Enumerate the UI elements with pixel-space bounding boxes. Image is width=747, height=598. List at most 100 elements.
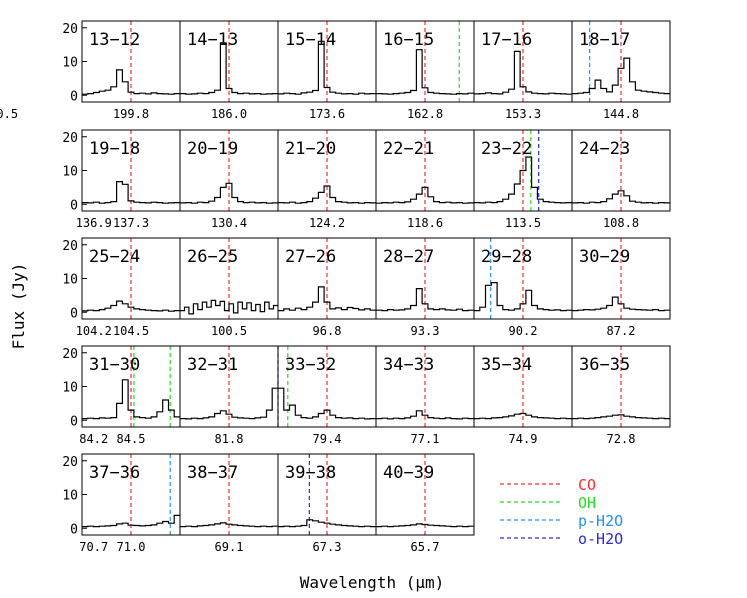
transition-label: 25−24 bbox=[89, 247, 140, 267]
transition-label: 13−12 bbox=[89, 30, 140, 50]
transition-label: 26−25 bbox=[187, 247, 238, 267]
x-tick-label: 74.9 bbox=[509, 432, 538, 446]
x-tick-label: 67.3 bbox=[313, 540, 342, 554]
spectrum-trace bbox=[180, 387, 278, 420]
panel-frame bbox=[571, 129, 671, 212]
transition-label: 39−38 bbox=[285, 463, 336, 483]
transition-label: 19−18 bbox=[89, 139, 140, 159]
x-tick-label: 69.1 bbox=[215, 540, 244, 554]
spectrum-trace bbox=[278, 519, 376, 528]
transition-label: 15−14 bbox=[285, 30, 336, 50]
spectrum-panel: 17−16 153.3 bbox=[473, 20, 573, 121]
transition-label: 35−34 bbox=[481, 355, 532, 375]
x-tick-label: 96.8 bbox=[313, 324, 342, 338]
transition-label: 36−35 bbox=[579, 355, 630, 375]
spectrum-trace bbox=[278, 185, 376, 204]
spectrum-panel: 35−34 74.9 bbox=[473, 345, 573, 446]
x-tick-label: 72.8 bbox=[607, 432, 636, 446]
spectrum-trace bbox=[278, 40, 376, 95]
legend-label: OH bbox=[578, 494, 596, 512]
spectrum-panel: 27−26 96.8 bbox=[277, 237, 377, 338]
x-tick-label: 144.8 bbox=[603, 107, 639, 121]
x-tick-label: 118.6 bbox=[407, 216, 443, 230]
transition-label: 28−27 bbox=[383, 247, 434, 267]
y-tick-label: 10 bbox=[62, 273, 78, 288]
panel-frame bbox=[571, 20, 671, 103]
y-tick-label: 0 bbox=[70, 198, 78, 213]
panels-group: 13−12 199.8 200.5 14−13 186.0 15−14 173.6 16−15… bbox=[0, 20, 671, 554]
y-tick-label: 0 bbox=[70, 306, 78, 321]
spectrum-panel: 18−17 144.8 bbox=[571, 20, 671, 121]
spectrum-panel: 16−15 162.8 bbox=[375, 20, 475, 121]
spectrum-trace bbox=[572, 57, 670, 95]
spectrum-panel: 25−24 104.2 104.5 bbox=[76, 237, 181, 338]
transition-label: 27−26 bbox=[285, 247, 336, 267]
spectrum-panel: 37−36 70.7 71.0 bbox=[79, 453, 181, 554]
spectrum-panel: 31−30 84.2 84.5 bbox=[79, 345, 181, 446]
transition-label: 29−28 bbox=[481, 247, 532, 267]
x-tick-label: 173.6 bbox=[309, 107, 345, 121]
legend-label: p-H2O bbox=[578, 512, 623, 530]
x-tick-label: 108.8 bbox=[603, 216, 639, 230]
x-tick-label: 84.5 bbox=[117, 432, 146, 446]
spectrum-trace bbox=[82, 300, 180, 312]
y-tick-label: 20 bbox=[62, 347, 78, 362]
spectrum-panel: 32−31 81.8 bbox=[179, 345, 279, 446]
spectrum-panel: 13−12 199.8 200.5 bbox=[0, 20, 181, 121]
spectrum-trace bbox=[278, 286, 376, 312]
transition-label: 33−32 bbox=[285, 355, 336, 375]
y-tick-labels-group: 0 10 20 0 10 20 0 10 20 0 10 20 0 10 20 bbox=[62, 22, 87, 537]
spectrum-trace bbox=[572, 190, 670, 204]
spectrum-panel: 21−20 124.2 bbox=[277, 129, 377, 230]
spectrum-trace bbox=[376, 523, 474, 528]
legend-label: o-H2O bbox=[578, 530, 623, 548]
x-tick-label: 71.0 bbox=[117, 540, 146, 554]
spectrum-panel: 19−18 136.9 137.3 bbox=[76, 129, 181, 230]
spectrum-panel: 33−32 79.4 bbox=[277, 345, 377, 446]
y-tick-label: 20 bbox=[62, 22, 78, 37]
spectrum-trace bbox=[376, 288, 474, 312]
spectrum-panel: 24−23 108.8 bbox=[571, 129, 671, 230]
spectrum-trace bbox=[572, 414, 670, 420]
x-tick-label: 199.8 bbox=[113, 107, 149, 121]
transition-label: 14−13 bbox=[187, 30, 238, 50]
x-tick-label: 153.3 bbox=[505, 107, 541, 121]
y-axis-label: Flux (Jy) bbox=[9, 263, 28, 350]
spectrum-trace bbox=[376, 186, 474, 204]
transition-label: 23−22 bbox=[481, 139, 532, 159]
spectrum-panel: 40−39 65.7 bbox=[375, 453, 475, 554]
spectrum-panel: 22−21 118.6 bbox=[375, 129, 475, 230]
x-tick-label: 87.2 bbox=[607, 324, 636, 338]
spectrum-trace bbox=[180, 42, 278, 95]
x-tick-label: 124.2 bbox=[309, 216, 345, 230]
y-tick-label: 20 bbox=[62, 455, 78, 470]
spectrum-trace bbox=[376, 410, 474, 420]
x-tick-label: 162.8 bbox=[407, 107, 443, 121]
x-axis-label: Wavelength (μm) bbox=[300, 573, 445, 592]
x-tick-label: 90.2 bbox=[509, 324, 538, 338]
spectrum-panel: 39−38 67.3 bbox=[277, 453, 377, 554]
transition-label: 17−16 bbox=[481, 30, 532, 50]
y-tick-label: 10 bbox=[62, 489, 78, 504]
transition-label: 34−33 bbox=[383, 355, 434, 375]
spectrum-panel: 14−13 186.0 bbox=[179, 20, 279, 121]
x-tick-label: 70.7 bbox=[79, 540, 108, 554]
x-tick-label: 186.0 bbox=[211, 107, 247, 121]
spectrum-trace bbox=[572, 296, 670, 312]
transition-label: 24−23 bbox=[579, 139, 630, 159]
x-tick-label: 84.2 bbox=[79, 432, 108, 446]
x-tick-label: 130.4 bbox=[211, 216, 247, 230]
spectrum-panel: 15−14 173.6 bbox=[277, 20, 377, 121]
spectrum-panel: 20−19 130.4 bbox=[179, 129, 279, 230]
spectrum-panel: 28−27 93.3 bbox=[375, 237, 475, 338]
spectrum-trace bbox=[180, 299, 278, 315]
transition-label: 38−37 bbox=[187, 463, 238, 483]
x-tick-label: 77.1 bbox=[411, 432, 440, 446]
transition-label: 21−20 bbox=[285, 139, 336, 159]
spectrum-trace bbox=[474, 50, 572, 95]
transition-label: 18−17 bbox=[579, 30, 630, 50]
spectrum-trace bbox=[474, 412, 572, 420]
y-tick-label: 20 bbox=[62, 239, 78, 254]
y-tick-label: 10 bbox=[62, 165, 78, 180]
